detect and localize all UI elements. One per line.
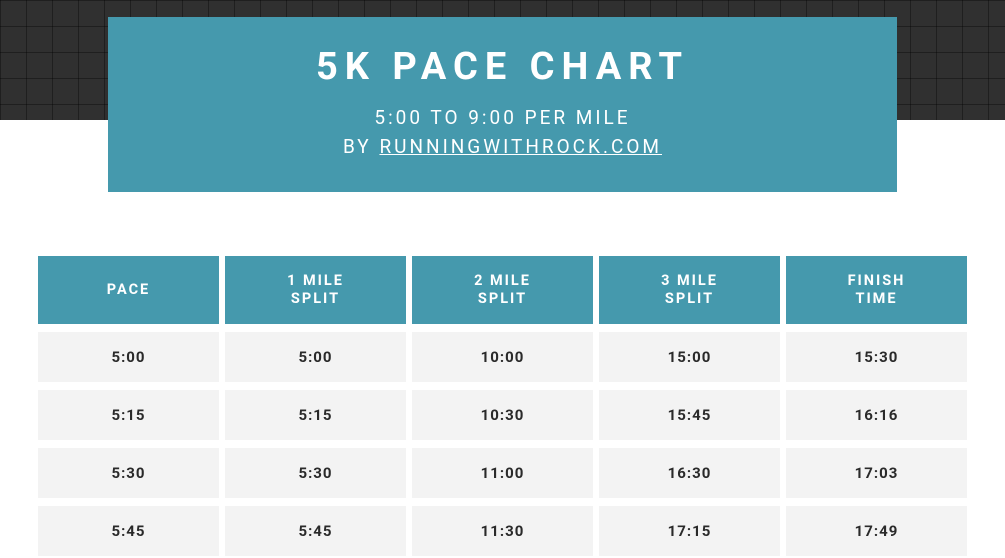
- table-cell: 11:00: [412, 448, 593, 498]
- table-row: 5:305:3011:0016:3017:03: [38, 448, 967, 498]
- table-row: 5:455:4511:3017:1517:49: [38, 506, 967, 556]
- column-header: 1 MILE SPLIT: [225, 256, 406, 324]
- table-cell: 16:30: [599, 448, 780, 498]
- table-cell: 5:45: [225, 506, 406, 556]
- table-cell: 5:15: [225, 390, 406, 440]
- byline-link[interactable]: RUNNINGWITHROCK.COM: [379, 135, 662, 158]
- column-header: 2 MILE SPLIT: [412, 256, 593, 324]
- table-cell: 5:30: [225, 448, 406, 498]
- table-header-row: PACE1 MILE SPLIT2 MILE SPLIT3 MILE SPLIT…: [38, 256, 967, 324]
- subtitle: 5:00 TO 9:00 PER MILE BY RUNNINGWITHROCK…: [128, 103, 877, 162]
- table-cell: 15:45: [599, 390, 780, 440]
- table-cell: 5:15: [38, 390, 219, 440]
- table-cell: 5:00: [225, 332, 406, 382]
- table-cell: 10:00: [412, 332, 593, 382]
- table-cell: 15:00: [599, 332, 780, 382]
- table-cell: 17:03: [786, 448, 967, 498]
- hero-banner: 5K PACE CHART 5:00 TO 9:00 PER MILE BY R…: [108, 17, 897, 192]
- table-cell: 5:30: [38, 448, 219, 498]
- table-cell: 11:30: [412, 506, 593, 556]
- column-header: PACE: [38, 256, 219, 324]
- page-title: 5K PACE CHART: [128, 45, 877, 89]
- subtitle-line-2: BY RUNNINGWITHROCK.COM: [128, 132, 877, 161]
- table-row: 5:005:0010:0015:0015:30: [38, 332, 967, 382]
- table-cell: 16:16: [786, 390, 967, 440]
- table-cell: 10:30: [412, 390, 593, 440]
- column-header: FINISH TIME: [786, 256, 967, 324]
- pace-table: PACE1 MILE SPLIT2 MILE SPLIT3 MILE SPLIT…: [38, 256, 967, 556]
- table-cell: 17:49: [786, 506, 967, 556]
- table-cell: 5:00: [38, 332, 219, 382]
- table-cell: 15:30: [786, 332, 967, 382]
- subtitle-line-1: 5:00 TO 9:00 PER MILE: [128, 103, 877, 132]
- table-cell: 5:45: [38, 506, 219, 556]
- table-cell: 17:15: [599, 506, 780, 556]
- byline-prefix: BY: [343, 135, 379, 158]
- column-header: 3 MILE SPLIT: [599, 256, 780, 324]
- table-body: 5:005:0010:0015:0015:305:155:1510:3015:4…: [38, 332, 967, 556]
- table-row: 5:155:1510:3015:4516:16: [38, 390, 967, 440]
